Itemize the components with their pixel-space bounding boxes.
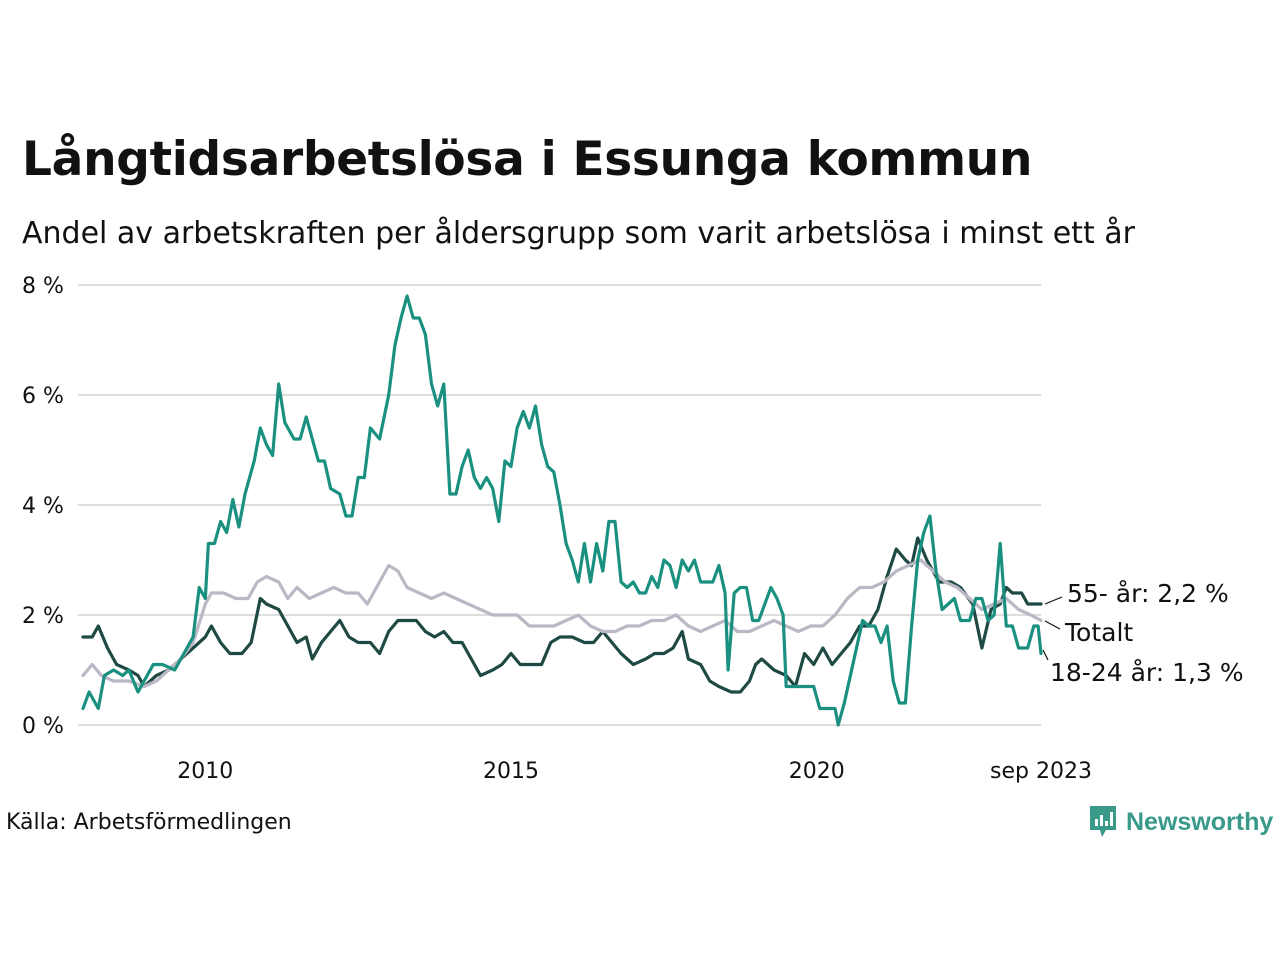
- end-label-total: Totalt: [1064, 618, 1133, 647]
- y-tick-label: 0 %: [22, 714, 64, 739]
- series-lines: [81, 294, 1043, 727]
- end-label-senior: 55- år: 2,2 %: [1067, 579, 1229, 608]
- end-labels: 55- år: 2,2 % Totalt 18-24 år: 1,3 %: [1042, 579, 1244, 687]
- series-line-total: [81, 558, 1043, 689]
- source-note: Källa: Arbetsförmedlingen: [6, 810, 292, 835]
- end-label-leader: [1042, 649, 1049, 661]
- chart-title: Långtidsarbetslösa i Essunga kommun: [22, 132, 1033, 187]
- x-tick-label: sep 2023: [990, 759, 1092, 784]
- y-tick-label: 6 %: [22, 384, 64, 409]
- brand-name: Newsworthy: [1126, 807, 1274, 836]
- series-line-youth: [81, 294, 1043, 727]
- y-tick-label: 8 %: [22, 274, 64, 299]
- end-label-youth: 18-24 år: 1,3 %: [1050, 658, 1244, 687]
- end-label-leader: [1044, 596, 1063, 605]
- newsworthy-icon: [1090, 806, 1116, 837]
- x-axis: 2010 2015 2020 sep 2023: [177, 759, 1092, 784]
- x-tick-label: 2020: [789, 759, 845, 784]
- x-tick-label: 2015: [483, 759, 539, 784]
- x-tick-label: 2010: [177, 759, 233, 784]
- y-tick-label: 4 %: [22, 494, 64, 519]
- y-axis: 0 % 2 % 4 % 6 % 8 %: [22, 274, 64, 739]
- series-line-senior: [81, 536, 1043, 694]
- chart-subtitle: Andel av arbetskraften per åldersgrupp s…: [22, 216, 1135, 251]
- y-tick-label: 2 %: [22, 604, 64, 629]
- newsworthy-logo[interactable]: Newsworthy: [1088, 804, 1273, 840]
- end-label-leader: [1044, 620, 1061, 630]
